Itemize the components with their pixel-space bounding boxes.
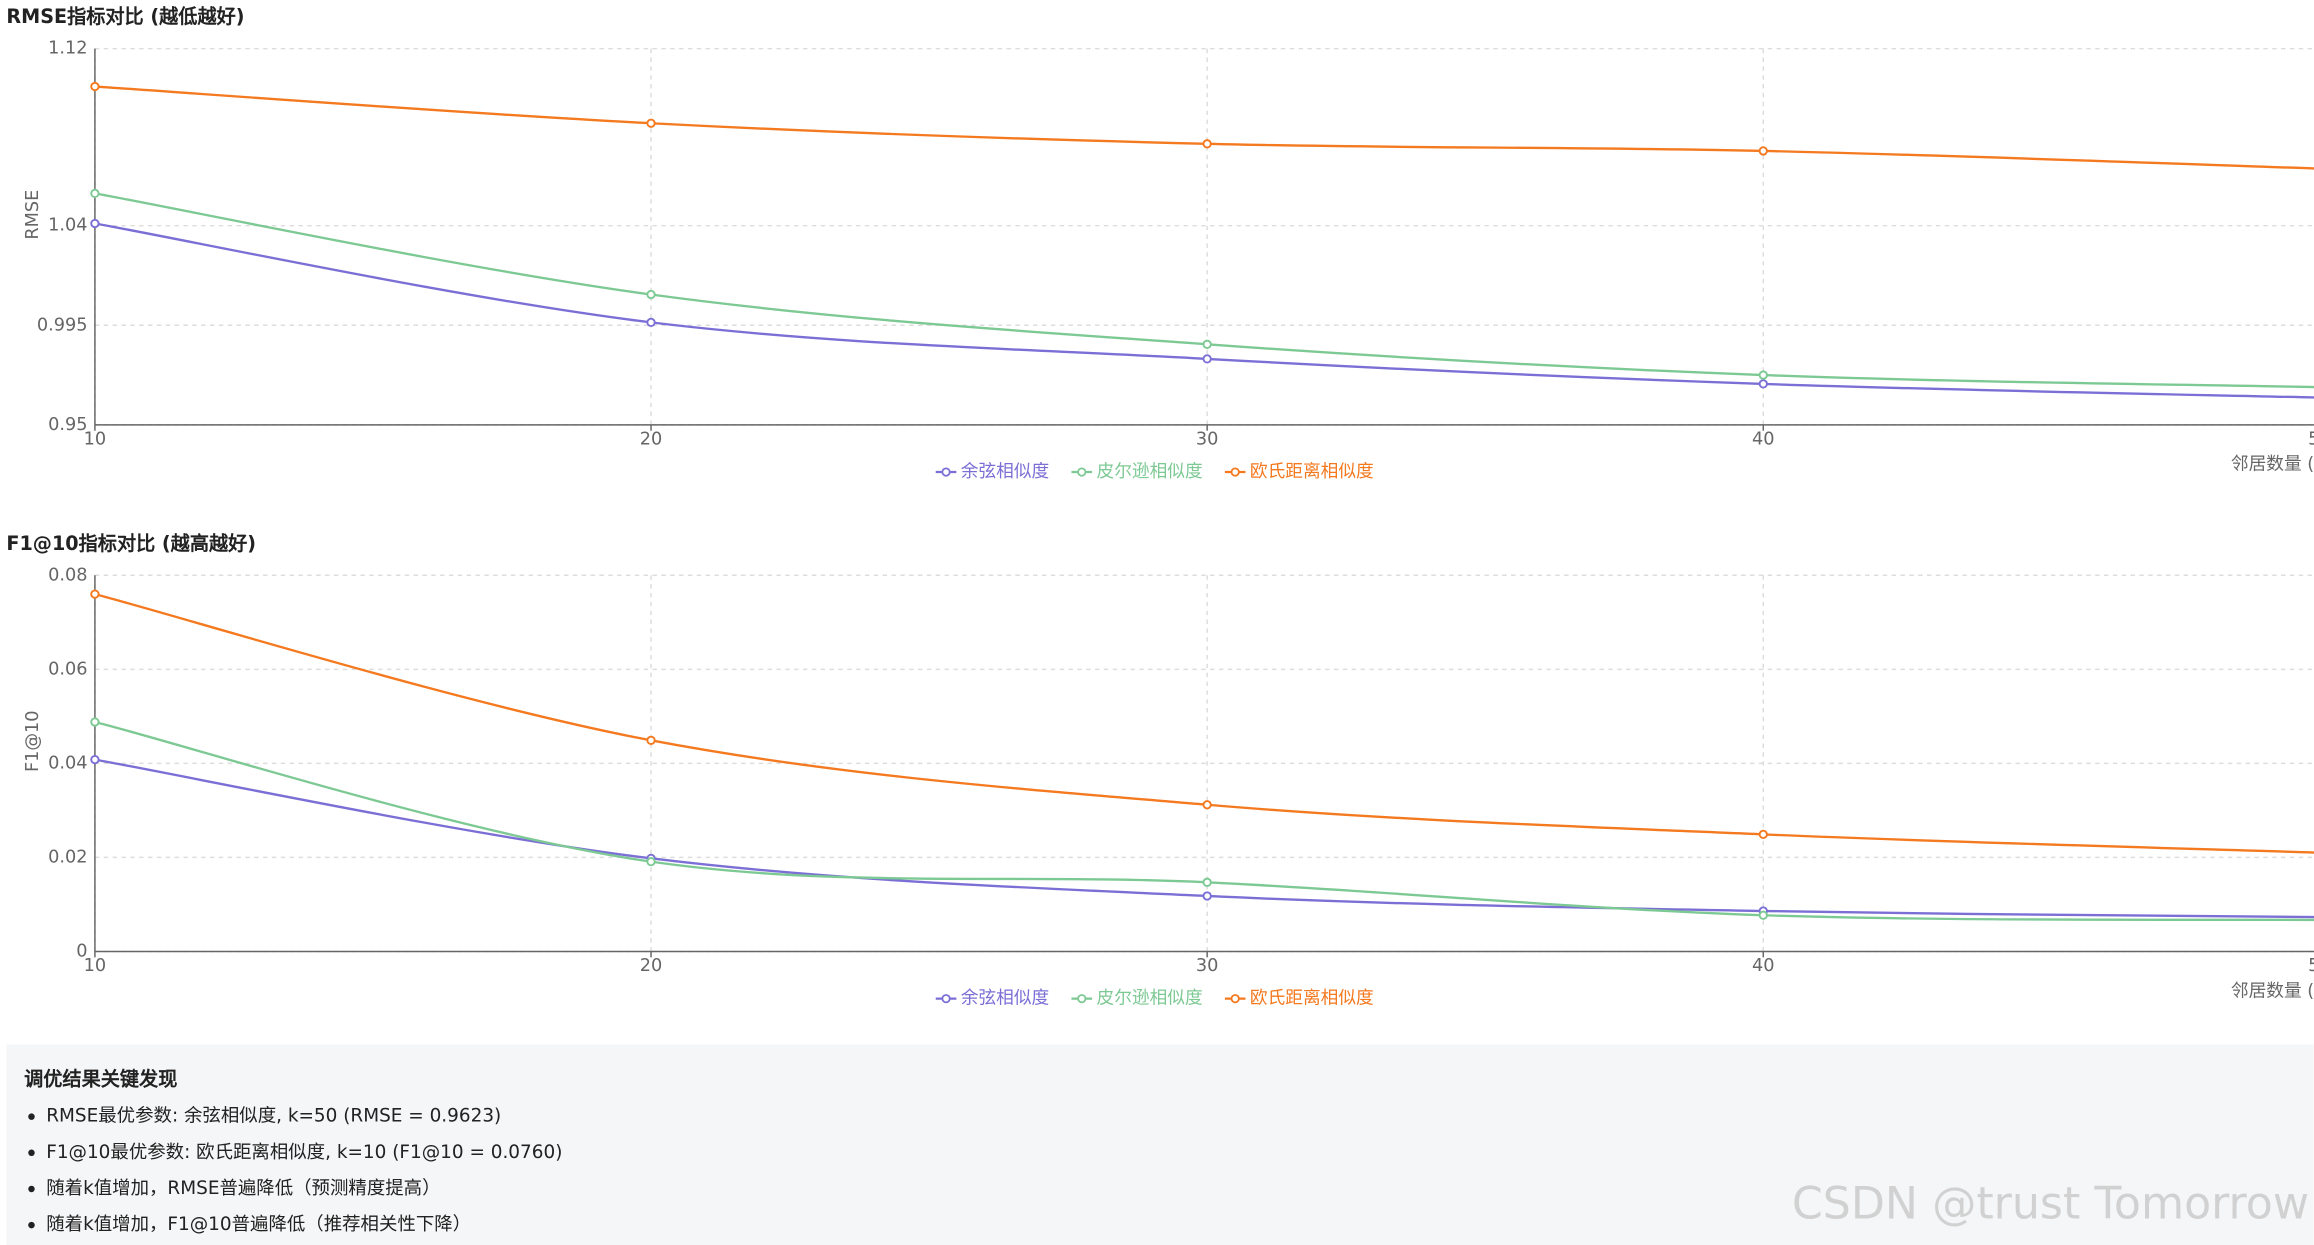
- finding-item: 随着k值增加，RMSE普遍降低（预测精度提高）: [46, 1178, 440, 1199]
- x-tick-label: 10: [84, 956, 107, 976]
- data-point: [90, 754, 100, 765]
- legend-icon: [941, 994, 951, 1004]
- finding-item: RMSE最优参数: 余弦相似度, k=50 (RMSE = 0.9623): [46, 1106, 501, 1127]
- x-tick-label: 30: [1196, 430, 1219, 450]
- x-tick-label: 20: [640, 956, 663, 976]
- legend-label[interactable]: 余弦相似度: [961, 988, 1049, 1009]
- data-point: [646, 289, 656, 300]
- data-point: [1202, 339, 1212, 349]
- x-tick-label: 40: [1752, 956, 1775, 976]
- y-axis-label: RMSE: [23, 190, 43, 240]
- data-point: [1202, 877, 1212, 887]
- data-point: [1758, 146, 1768, 156]
- data-point: [1202, 800, 1212, 810]
- bullet: [28, 1221, 35, 1229]
- legend-label[interactable]: 余弦相似度: [961, 461, 1049, 482]
- x-axis-label: 邻居数量 (: [2231, 980, 2314, 1001]
- data-point: [90, 589, 100, 599]
- x-tick-label: 10: [84, 430, 107, 450]
- legend-icon: [1230, 467, 1240, 477]
- x-tick-label: 20: [640, 430, 663, 450]
- chart-title: F1@10指标对比 (越高越好): [6, 532, 256, 555]
- data-point: [1758, 379, 1768, 389]
- data-point: [90, 717, 100, 727]
- x-tick-label: 40: [1752, 430, 1775, 450]
- data-point: [1758, 910, 1768, 920]
- data-point: [90, 188, 100, 199]
- legend-label[interactable]: 皮尔逊相似度: [1097, 461, 1203, 482]
- y-tick-label: 0.95: [48, 415, 87, 435]
- legend-icon: [1230, 994, 1240, 1004]
- bullet: [28, 1113, 35, 1120]
- y-axis-label: F1@10: [23, 710, 43, 772]
- x-tick-label: 50: [2308, 430, 2314, 450]
- findings-panel: [6, 1044, 2314, 1245]
- legend-label[interactable]: 欧氏距离相似度: [1250, 461, 1374, 482]
- data-point: [1758, 370, 1768, 380]
- legend-icon: [1077, 994, 1087, 1004]
- data-point: [646, 317, 656, 328]
- y-tick-label: 1.04: [48, 216, 87, 236]
- legend-label[interactable]: 欧氏距离相似度: [1250, 988, 1374, 1009]
- bullet: [28, 1149, 35, 1157]
- y-tick-label: 0.02: [48, 847, 87, 867]
- data-point: [646, 735, 656, 745]
- finding-item: F1@10最优参数: 欧氏距离相似度, k=10 (F1@10 = 0.0760…: [46, 1142, 562, 1163]
- legend-icon: [941, 467, 951, 477]
- data-point: [90, 81, 100, 92]
- y-tick-label: 0.08: [48, 565, 87, 585]
- data-point: [1202, 139, 1212, 149]
- legend-label[interactable]: 皮尔逊相似度: [1097, 988, 1203, 1009]
- x-tick-label: 30: [1196, 956, 1219, 976]
- y-tick-label: 0: [76, 941, 87, 961]
- data-point: [646, 118, 656, 128]
- data-point: [1202, 354, 1212, 364]
- watermark: CSDN @trust Tomorrow: [1792, 1179, 2309, 1230]
- findings-title: 调优结果关键发现: [24, 1067, 177, 1090]
- series-line: [94, 720, 2314, 922]
- finding-item: 随着k值增加，F1@10普遍降低（推荐相关性下降）: [46, 1214, 471, 1235]
- y-tick-label: 1.12: [48, 39, 87, 59]
- y-tick-label: 0.06: [48, 659, 87, 679]
- y-tick-label: 0.995: [37, 315, 88, 335]
- data-point: [646, 856, 656, 867]
- data-point: [90, 218, 100, 229]
- chart-title: RMSE指标对比 (越低越好): [6, 5, 244, 28]
- y-tick-label: 0.04: [48, 753, 87, 773]
- bullet: [28, 1185, 35, 1193]
- data-point: [1758, 829, 1768, 840]
- series-line: [94, 85, 2314, 170]
- data-point: [1202, 891, 1212, 901]
- x-axis-label: 邻居数量 (: [2231, 454, 2314, 475]
- x-tick-label: 50: [2308, 956, 2314, 976]
- legend-icon: [1077, 467, 1087, 477]
- series-line: [94, 222, 2314, 399]
